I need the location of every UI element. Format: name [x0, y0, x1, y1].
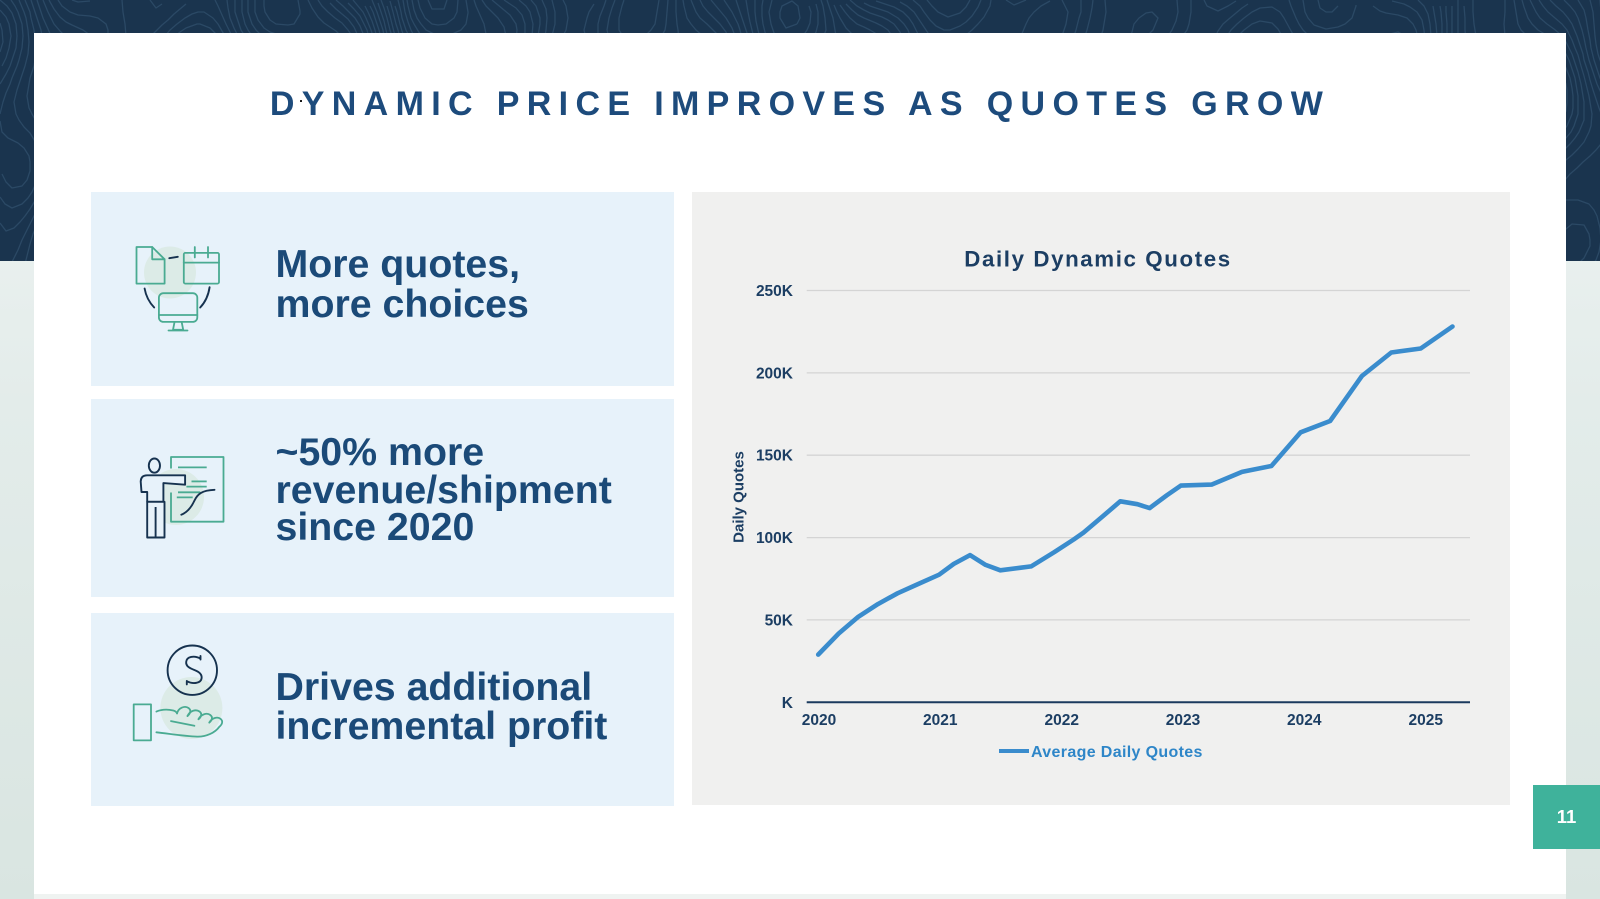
svg-text:200K: 200K — [756, 365, 794, 382]
svg-text:Daily Dynamic Quotes: Daily Dynamic Quotes — [964, 246, 1231, 271]
svg-text:2023: 2023 — [1166, 712, 1201, 729]
svg-text:2024: 2024 — [1287, 712, 1322, 729]
svg-text:100K: 100K — [756, 530, 794, 547]
svg-text:2020: 2020 — [802, 712, 836, 729]
svg-text:2025: 2025 — [1408, 712, 1443, 729]
svg-text:K: K — [782, 695, 794, 712]
svg-text:2021: 2021 — [923, 712, 958, 729]
svg-text:250K: 250K — [756, 283, 794, 300]
svg-text:Average Daily Quotes: Average Daily Quotes — [1031, 744, 1203, 761]
svg-text:50K: 50K — [765, 612, 794, 629]
svg-text:2022: 2022 — [1044, 712, 1078, 729]
svg-text:150K: 150K — [756, 448, 794, 465]
svg-text:Daily Quotes: Daily Quotes — [731, 451, 748, 543]
